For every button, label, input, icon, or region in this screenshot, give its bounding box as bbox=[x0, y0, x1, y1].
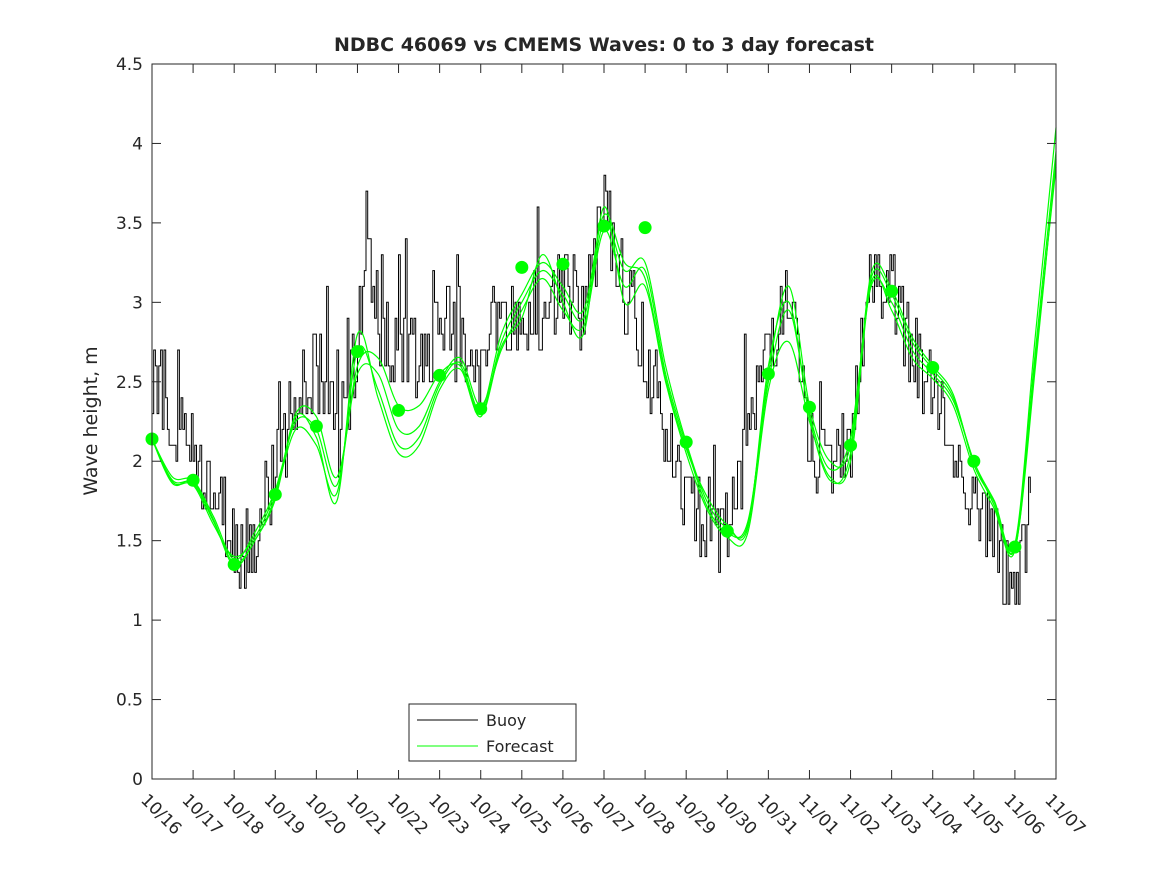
y-tick-label: 4 bbox=[132, 134, 143, 154]
legend-label-buoy: Buoy bbox=[486, 711, 526, 730]
y-tick-label: 4.5 bbox=[116, 55, 143, 75]
forecast-marker bbox=[309, 419, 323, 433]
series-forecast-run-3 bbox=[151, 151, 1057, 558]
forecast-marker bbox=[268, 488, 282, 502]
forecast-marker bbox=[1008, 540, 1022, 554]
forecast-marker bbox=[556, 257, 570, 271]
forecast-marker bbox=[802, 400, 816, 414]
forecast-marker bbox=[967, 454, 981, 468]
forecast-marker bbox=[761, 367, 775, 381]
y-tick-label: 1 bbox=[132, 611, 143, 631]
forecast-marker bbox=[474, 402, 488, 416]
forecast-marker bbox=[597, 219, 611, 233]
y-axis-label: Wave height, m bbox=[80, 346, 102, 495]
forecast-marker bbox=[392, 403, 406, 417]
y-tick-label: 3 bbox=[132, 293, 143, 313]
forecast-marker bbox=[186, 473, 200, 487]
plot-area bbox=[152, 64, 1056, 779]
y-tick-label: 3.5 bbox=[116, 214, 143, 234]
forecast-marker bbox=[679, 435, 693, 449]
legend-box bbox=[408, 703, 577, 762]
chart-title: NDBC 46069 vs CMEMS Waves: 0 to 3 day fo… bbox=[334, 34, 874, 56]
y-tick-label: 1.5 bbox=[116, 532, 143, 552]
series-forecast-run-4 bbox=[151, 167, 1057, 568]
forecast-marker bbox=[638, 221, 652, 235]
forecast-marker bbox=[844, 438, 858, 452]
forecast-marker bbox=[926, 360, 940, 374]
y-tick-label: 0.5 bbox=[116, 691, 143, 711]
forecast-marker bbox=[433, 368, 447, 382]
forecast-marker bbox=[720, 524, 734, 538]
y-tick-label: 0 bbox=[132, 770, 143, 790]
forecast-marker bbox=[885, 284, 899, 298]
forecast-marker bbox=[350, 345, 364, 359]
series-layer bbox=[145, 127, 1057, 605]
forecast-marker bbox=[227, 558, 241, 571]
series-forecast-run-2 bbox=[151, 159, 1057, 564]
legend: Buoy Forecast bbox=[408, 703, 577, 762]
legend-label-forecast: Forecast bbox=[486, 737, 554, 756]
y-tick-label: 2.5 bbox=[116, 373, 143, 393]
forecast-marker bbox=[515, 260, 529, 274]
y-tick-label: 2 bbox=[132, 452, 143, 472]
